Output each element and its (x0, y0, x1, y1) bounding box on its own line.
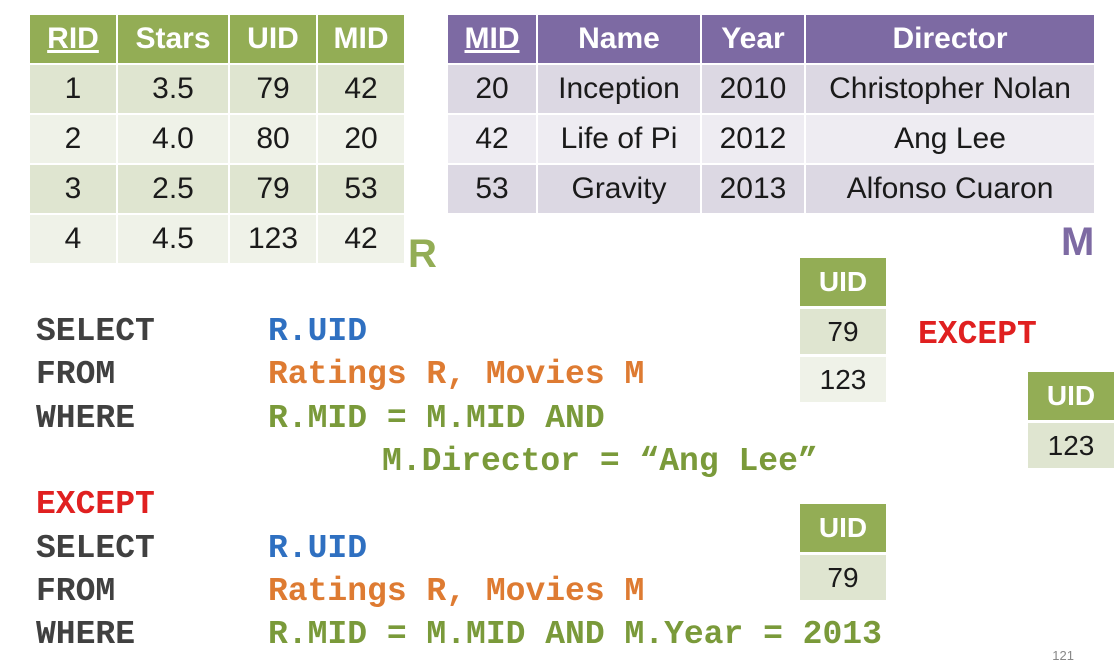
table-cell: 79 (800, 552, 886, 600)
table-row: 42 Life of Pi 2012 Ang Lee (448, 113, 1094, 163)
result-table-final: UID 123 (1028, 372, 1114, 468)
table-cell: 4.5 (118, 213, 230, 263)
ratings-table-letter: R (408, 232, 437, 276)
page-number: 121 (1052, 648, 1074, 663)
table-row: 53 Gravity 2013 Alfonso Cuaron (448, 163, 1094, 213)
movies-header-mid: MID (448, 15, 538, 63)
table-cell: 20 (448, 63, 538, 113)
table-cell: 2 (30, 113, 118, 163)
table-row: 1 3.5 79 42 (30, 63, 404, 113)
table-cell: 80 (230, 113, 318, 163)
table-cell: 3.5 (118, 63, 230, 113)
result-table-first-query: UID 79 123 (800, 258, 886, 402)
table-cell: 123 (230, 213, 318, 263)
table-row: 3 2.5 79 53 (30, 163, 404, 213)
sql-keyword-where: WHERE (36, 616, 136, 653)
table-cell: 3 (30, 163, 118, 213)
table-cell: Alfonso Cuaron (806, 163, 1094, 213)
table-row: 4 4.5 123 42 (30, 213, 404, 263)
table-cell: Gravity (538, 163, 702, 213)
sql-keyword-except: EXCEPT (36, 486, 155, 523)
table-cell: 20 (318, 113, 404, 163)
movies-header-director: Director (806, 15, 1094, 63)
sql-keyword-select: SELECT (36, 313, 155, 350)
ratings-header-stars: Stars (118, 15, 230, 63)
table-cell: 79 (800, 306, 886, 354)
table-cell: 53 (318, 163, 404, 213)
table-cell: 53 (448, 163, 538, 213)
table-row: 20 Inception 2010 Christopher Nolan (448, 63, 1094, 113)
table-cell: Christopher Nolan (806, 63, 1094, 113)
sql-keyword-select: SELECT (36, 530, 155, 567)
except-operator-label: EXCEPT (918, 316, 1037, 353)
ratings-header-mid: MID (318, 15, 404, 63)
ratings-header-uid: UID (230, 15, 318, 63)
table-cell: Inception (538, 63, 702, 113)
movies-header-year: Year (702, 15, 806, 63)
table-cell: 79 (230, 163, 318, 213)
result-header: UID (1028, 372, 1114, 420)
sql-from-value: Ratings R, Movies M (268, 356, 645, 393)
table-cell: 2013 (702, 163, 806, 213)
table-cell: 79 (230, 63, 318, 113)
movies-table: MID Name Year Director 20 Inception 2010… (448, 15, 1094, 213)
table-row: 123 (1028, 420, 1114, 468)
sql-where-value: R.MID = M.MID AND (268, 400, 605, 437)
movies-table-letter: M (1061, 220, 1095, 264)
sql-keyword-from: FROM (36, 573, 116, 610)
table-row: 79 (800, 552, 886, 600)
table-cell: 42 (318, 213, 404, 263)
result-header: UID (800, 258, 886, 306)
sql-where-continuation: M.Director = “Ang Lee” (382, 443, 818, 480)
sql-keyword-where: WHERE (36, 400, 136, 437)
table-cell: 123 (1028, 420, 1114, 468)
table-cell: 2010 (702, 63, 806, 113)
table-row: 2 4.0 80 20 (30, 113, 404, 163)
sql-select-value: R.UID (268, 313, 368, 350)
table-cell: 1 (30, 63, 118, 113)
ratings-table: RID Stars UID MID 1 3.5 79 42 2 4.0 80 2… (30, 15, 404, 263)
table-cell: 4.0 (118, 113, 230, 163)
sql-keyword-from: FROM (36, 356, 116, 393)
sql-where-value: R.MID = M.MID AND M.Year = 2013 (268, 616, 882, 653)
table-cell: 42 (318, 63, 404, 113)
table-cell: 2.5 (118, 163, 230, 213)
sql-from-value: Ratings R, Movies M (268, 573, 645, 610)
table-cell: 4 (30, 213, 118, 263)
table-row: 123 (800, 354, 886, 402)
table-cell: 2012 (702, 113, 806, 163)
table-cell: Ang Lee (806, 113, 1094, 163)
table-row: 79 (800, 306, 886, 354)
sql-select-value: R.UID (268, 530, 368, 567)
result-table-second-query: UID 79 (800, 504, 886, 600)
ratings-header-rid: RID (30, 15, 118, 63)
table-cell: 123 (800, 354, 886, 402)
table-cell: Life of Pi (538, 113, 702, 163)
result-header: UID (800, 504, 886, 552)
movies-header-name: Name (538, 15, 702, 63)
table-cell: 42 (448, 113, 538, 163)
